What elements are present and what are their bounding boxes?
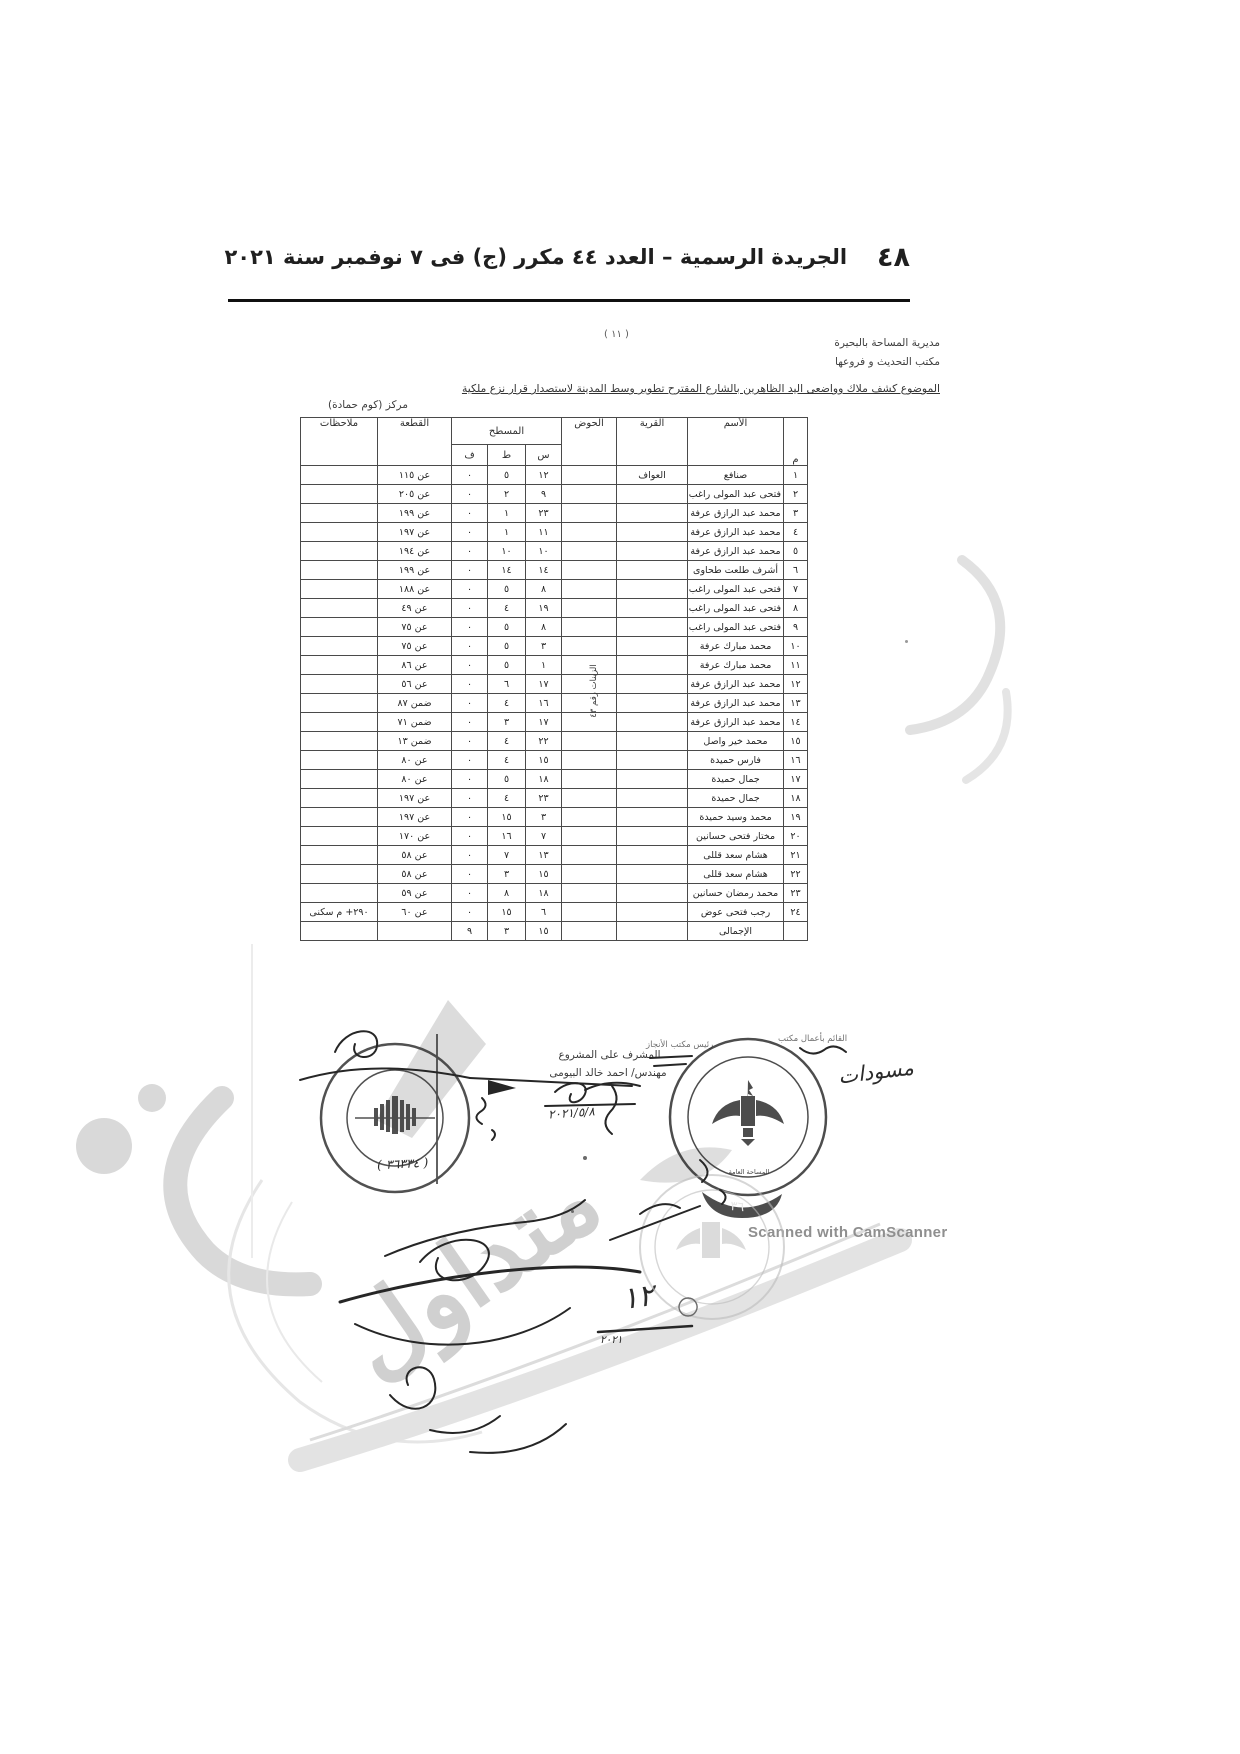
supervisor-name: مهندس/ احمد خالد البيومى <box>549 1067 667 1079</box>
table-row: ٢٢ هشام سعد قللى ١٥ ٣ ٠ عن ٥٨ <box>300 864 809 884</box>
records-table: م الأسم القرية الحوض المسطح القطعة ملاحظ… <box>300 417 809 941</box>
header-rule <box>228 299 910 302</box>
faint-eagle-stamp-icon <box>639 1174 785 1320</box>
right-eagle-stamp-icon <box>668 1037 828 1197</box>
table-header-row-2: س ط ف <box>301 444 808 466</box>
cell-area-t: ١٠ <box>487 541 527 561</box>
cell-owner-name: جمال حميدة <box>687 788 785 808</box>
table-row: ١٧ جمال حميدة ١٨ ٥ ٠ عن ٨٠ <box>300 769 809 789</box>
laurel-wreath-outer <box>227 1179 483 1444</box>
scan-speck <box>571 1210 574 1213</box>
cell-parcel: عن ٨٠ <box>377 750 452 770</box>
cell-parcel: عن ٢٠٥ <box>377 484 452 504</box>
laurel-wreath-inner <box>266 1201 323 1383</box>
cell-area-s: ١٧ <box>525 674 563 694</box>
cell-notes <box>300 921 378 941</box>
col-header-village: القرية <box>616 417 689 466</box>
cell-row-index <box>783 921 809 941</box>
dept-line-1: مديرية المساحة بالبحيرة <box>834 337 940 349</box>
table-row: ٣ محمد عبد الرازق عرفة ٢٣ ١ ٠ عن ١٩٩ <box>300 503 809 523</box>
gazette-header: ٤٨ الجريدة الرسمية – العدد ٤٤ مكرر (ج) ف… <box>224 242 910 273</box>
subject-line: الموضوع كشف ملاك وواضعى اليد الظاهرين با… <box>461 382 940 395</box>
table-row: ١٩ محمد وسيد حميدة ٣ ١٥ ٠ عن ١٩٧ <box>300 807 809 827</box>
table-header-row-1: م الأسم القرية الحوض المسطح القطعة ملاحظ… <box>300 417 809 466</box>
scan-speck <box>583 1156 587 1160</box>
cell-village: العواف <box>616 465 689 485</box>
watermark-right-swirl-1 <box>905 555 1006 735</box>
cell-total-t: ٣ <box>487 921 527 941</box>
cell-parcel <box>377 921 452 941</box>
cell-total-s: ١٥ <box>525 921 563 941</box>
table-row: ٧ فتحى عبد المولى راغب ٨ ٥ ٠ عن ١٨٨ <box>300 579 809 599</box>
col-header-name: الأسم <box>687 417 785 466</box>
cell-total-f: ٩ <box>450 921 489 941</box>
table-row: ١٠ محمد مبارك عرفة ٣ ٥ ٠ عن ٧٥ <box>300 636 809 656</box>
cell-owner-name: فارس حميدة <box>687 750 785 770</box>
watermark-dot-small <box>138 1084 166 1112</box>
cell-area-t: ٧ <box>487 845 527 865</box>
table-row: ٨ فتحى عبد المولى راغب ١٩ ٤ ٠ عن ٤٩ <box>300 598 809 618</box>
col-header-index: م <box>783 417 809 466</box>
office-caption-right: القائم بأعمال مكتب <box>778 1034 848 1044</box>
inner-page-marker: ( ١١ ) <box>604 329 629 340</box>
right-stamp-caption: المساحة العامة <box>728 1168 770 1176</box>
dept-line-2: مكتب التحديث و فروعها <box>835 356 940 368</box>
left-eagle-stamp-icon <box>319 1034 471 1194</box>
cell-notes: ٢٩٠+ م سكنى <box>300 902 378 922</box>
watermark-right-swirl-2 <box>962 688 1012 784</box>
gazette-title: الجريدة الرسمية – العدد ٤٤ مكرر (ج) فى ٧… <box>224 245 848 269</box>
cell-total-label: الإجمالى <box>687 921 785 941</box>
table-row: ١٦ فارس حميدة ١٥ ٤ ٠ عن ٨٠ <box>300 750 809 770</box>
cell-area-s: ١٥ <box>525 750 563 770</box>
scan-speck <box>905 640 908 643</box>
table-row: ٦ أشرف طلعت طحاوى ١٤ ١٤ ٠ عن ١٩٩ <box>300 560 809 580</box>
office-caption-left: رئيس مكتب الأنجاز <box>646 1040 714 1050</box>
records-tbody: ١ صنافع العواف ١٢ ٥ ٠ عن ١١٥ ٢ فتحى عبد المولى ر… <box>300 465 809 941</box>
cell-parcel: عن ١٧٠ <box>377 826 452 846</box>
cell-row-index: ٢ <box>783 484 809 504</box>
records-table-wrap: م الأسم القرية الحوض المسطح القطعة ملاحظ… <box>300 417 809 941</box>
cell-parcel: عن ٧٥ <box>377 636 452 656</box>
cell-area-f: ٠ <box>450 769 489 789</box>
cell-area-f: ٠ <box>450 674 489 694</box>
handwriting-strokes <box>299 1030 847 1454</box>
col-header-area: المسطح <box>450 417 563 445</box>
table-total-row: الإجمالى ١٥ ٣ ٩ <box>300 921 809 941</box>
cell-row-index: ١٠ <box>783 636 809 656</box>
watermark-dot-large <box>76 1118 132 1174</box>
cell-parcel: عن ١٩٧ <box>377 788 452 808</box>
table-row: ١١ محمد مبارك عرفة ١ ٥ ٠ عن ٨٦ <box>300 655 809 675</box>
camscanner-watermark: Scanned with CamScanner <box>748 1224 948 1241</box>
handwritten-date-denominator: ٢٠٢١ <box>600 1334 623 1346</box>
col-header-hod: الحوض <box>561 417 618 466</box>
cell-area-t: ٥ <box>487 579 527 599</box>
cell-area-f: ٠ <box>450 541 489 561</box>
laurel-feather-band <box>288 1228 912 1472</box>
col-header-parcel: القطعة <box>377 417 452 466</box>
table-row: ٢٣ محمد رمضان حسانين ١٨ ٨ ٠ عن ٥٩ <box>300 883 809 903</box>
svg-text:٣٦: ٣٦ <box>730 1199 745 1215</box>
cell-area-s: ٧ <box>525 826 563 846</box>
table-row: ١٤ محمد عبد الرازق عرفة ١٧ ٣ ٠ ضمن ٧١ <box>300 712 809 732</box>
supervisor-title: المشرف على المشروع <box>558 1049 661 1061</box>
laurel-feather-line <box>309 1222 881 1442</box>
cell-area-s: ٢٢ <box>525 731 563 751</box>
table-row: ٢٤ رجب فتحى عوض ٦ ١٥ ٠ عن ٦٠ ٢٩٠+ م سكنى <box>300 902 809 922</box>
cell-village <box>616 921 689 941</box>
cell-hod <box>561 921 618 941</box>
table-row: ١٣ محمد عبد الرازق عرفة ١٦ ٤ ٠ ضمن ٨٧ <box>300 693 809 713</box>
markaz-line: مركز (كوم حمادة) <box>328 399 408 411</box>
watermark-swoosh <box>163 1086 322 1297</box>
cell-owner-name: فتحى عبد المولى راغب <box>687 579 785 599</box>
table-row: ٢١ هشام سعد قللى ١٣ ٧ ٠ عن ٥٨ <box>300 845 809 865</box>
dark-seal-mark: ٣٦ <box>702 1192 782 1218</box>
cell-parcel: عن ٥٩ <box>377 883 452 903</box>
page-number: ٤٨ <box>877 242 910 273</box>
table-row: ١ صنافع العواف ١٢ ٥ ٠ عن ١١٥ <box>300 465 809 485</box>
table-row: ٢ فتحى عبد المولى راغب ٩ ٢ ٠ عن ٢٠٥ <box>300 484 809 504</box>
